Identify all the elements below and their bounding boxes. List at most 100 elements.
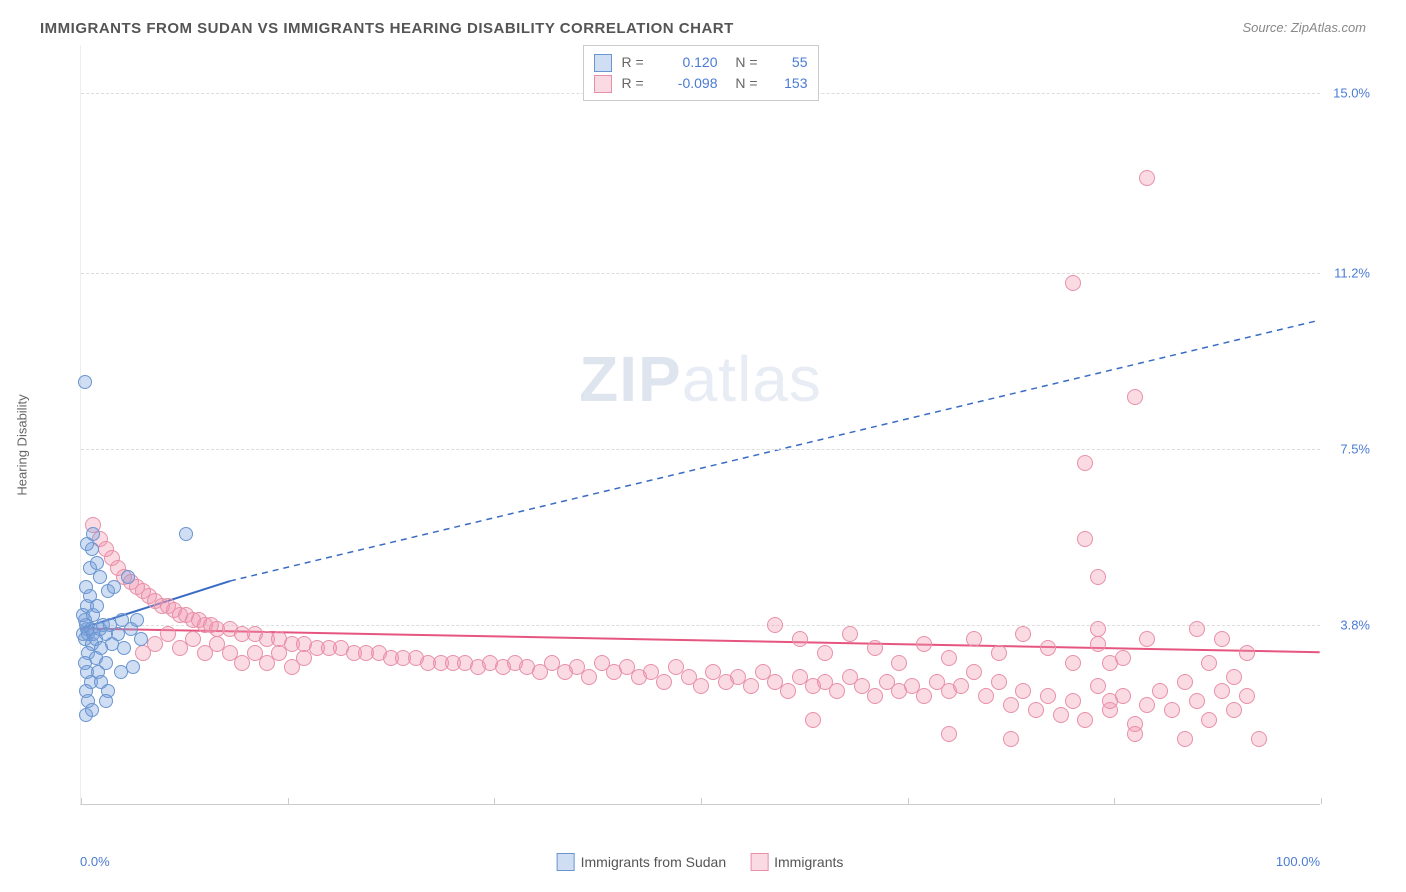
data-point: [867, 640, 883, 656]
data-point: [90, 556, 104, 570]
legend-n-value-immigrants: 153: [768, 73, 808, 94]
legend-r-label: R =: [622, 52, 652, 73]
data-point: [1139, 697, 1155, 713]
data-point: [1090, 678, 1106, 694]
x-tick: [494, 798, 495, 804]
data-point: [1177, 731, 1193, 747]
data-point: [179, 527, 193, 541]
data-point: [656, 674, 672, 690]
watermark: ZIPatlas: [579, 342, 822, 416]
data-point: [780, 683, 796, 699]
legend-r-value-sudan: 0.120: [662, 52, 718, 73]
data-point: [743, 678, 759, 694]
data-point: [107, 580, 121, 594]
chart-title: IMMIGRANTS FROM SUDAN VS IMMIGRANTS HEAR…: [40, 20, 1366, 37]
correlation-legend: R = 0.120 N = 55 R = -0.098 N = 153: [583, 45, 819, 101]
data-point: [185, 631, 201, 647]
chart-area: Hearing Disability ZIPatlas R = 0.120 N …: [40, 45, 1360, 845]
swatch-immigrants: [594, 75, 612, 93]
scatter-plot: ZIPatlas R = 0.120 N = 55 R = -0.098 N =…: [80, 45, 1320, 805]
x-axis-max: 100.0%: [1276, 854, 1320, 869]
data-point: [941, 650, 957, 666]
data-point: [1040, 640, 1056, 656]
data-point: [1127, 389, 1143, 405]
legend-label-immigrants: Immigrants: [774, 854, 843, 870]
data-point: [1015, 683, 1031, 699]
x-axis-min: 0.0%: [80, 854, 110, 869]
gridline: [81, 449, 1320, 450]
data-point: [79, 580, 93, 594]
data-point: [1090, 621, 1106, 637]
y-tick-label: 7.5%: [1340, 441, 1370, 456]
data-point: [117, 641, 131, 655]
data-point: [1239, 645, 1255, 661]
data-point: [1201, 712, 1217, 728]
x-tick: [908, 798, 909, 804]
data-point: [1077, 712, 1093, 728]
series-legend: Immigrants from Sudan Immigrants: [557, 853, 844, 871]
x-tick: [81, 798, 82, 804]
data-point: [1201, 655, 1217, 671]
data-point: [1090, 569, 1106, 585]
data-point: [991, 674, 1007, 690]
data-point: [1214, 631, 1230, 647]
data-point: [1139, 631, 1155, 647]
x-tick: [288, 798, 289, 804]
data-point: [1102, 693, 1118, 709]
data-point: [134, 632, 148, 646]
data-point: [767, 617, 783, 633]
data-point: [93, 570, 107, 584]
data-point: [296, 650, 312, 666]
data-point: [817, 645, 833, 661]
x-tick: [701, 798, 702, 804]
data-point: [829, 683, 845, 699]
data-point: [90, 599, 104, 613]
data-point: [121, 570, 135, 584]
legend-r-value-immigrants: -0.098: [662, 73, 718, 94]
data-point: [99, 694, 113, 708]
data-point: [1127, 726, 1143, 742]
data-point: [891, 655, 907, 671]
x-tick: [1114, 798, 1115, 804]
data-point: [1139, 170, 1155, 186]
data-point: [89, 651, 103, 665]
data-point: [1239, 688, 1255, 704]
data-point: [1226, 702, 1242, 718]
data-point: [1214, 683, 1230, 699]
data-point: [130, 613, 144, 627]
data-point: [1053, 707, 1069, 723]
data-point: [978, 688, 994, 704]
legend-n-label: N =: [728, 73, 758, 94]
gridline: [81, 625, 1320, 626]
data-point: [953, 678, 969, 694]
data-point: [271, 645, 287, 661]
data-point: [1090, 636, 1106, 652]
x-tick: [1321, 798, 1322, 804]
source-attribution: Source: ZipAtlas.com: [1242, 20, 1366, 35]
legend-label-sudan: Immigrants from Sudan: [581, 854, 727, 870]
data-point: [941, 726, 957, 742]
data-point: [581, 669, 597, 685]
data-point: [1177, 674, 1193, 690]
data-point: [842, 626, 858, 642]
y-axis-label: Hearing Disability: [15, 394, 30, 495]
data-point: [966, 631, 982, 647]
data-point: [916, 688, 932, 704]
data-point: [1065, 655, 1081, 671]
data-point: [792, 631, 808, 647]
data-point: [86, 527, 100, 541]
data-point: [805, 712, 821, 728]
legend-item-immigrants: Immigrants: [750, 853, 843, 871]
swatch-sudan-icon: [557, 853, 575, 871]
data-point: [1028, 702, 1044, 718]
data-point: [1065, 275, 1081, 291]
legend-r-label: R =: [622, 73, 652, 94]
data-point: [1251, 731, 1267, 747]
data-point: [1065, 693, 1081, 709]
y-tick-label: 11.2%: [1334, 266, 1370, 281]
legend-n-value-sudan: 55: [768, 52, 808, 73]
swatch-immigrants-icon: [750, 853, 768, 871]
legend-item-sudan: Immigrants from Sudan: [557, 853, 727, 871]
data-point: [1003, 697, 1019, 713]
data-point: [126, 660, 140, 674]
